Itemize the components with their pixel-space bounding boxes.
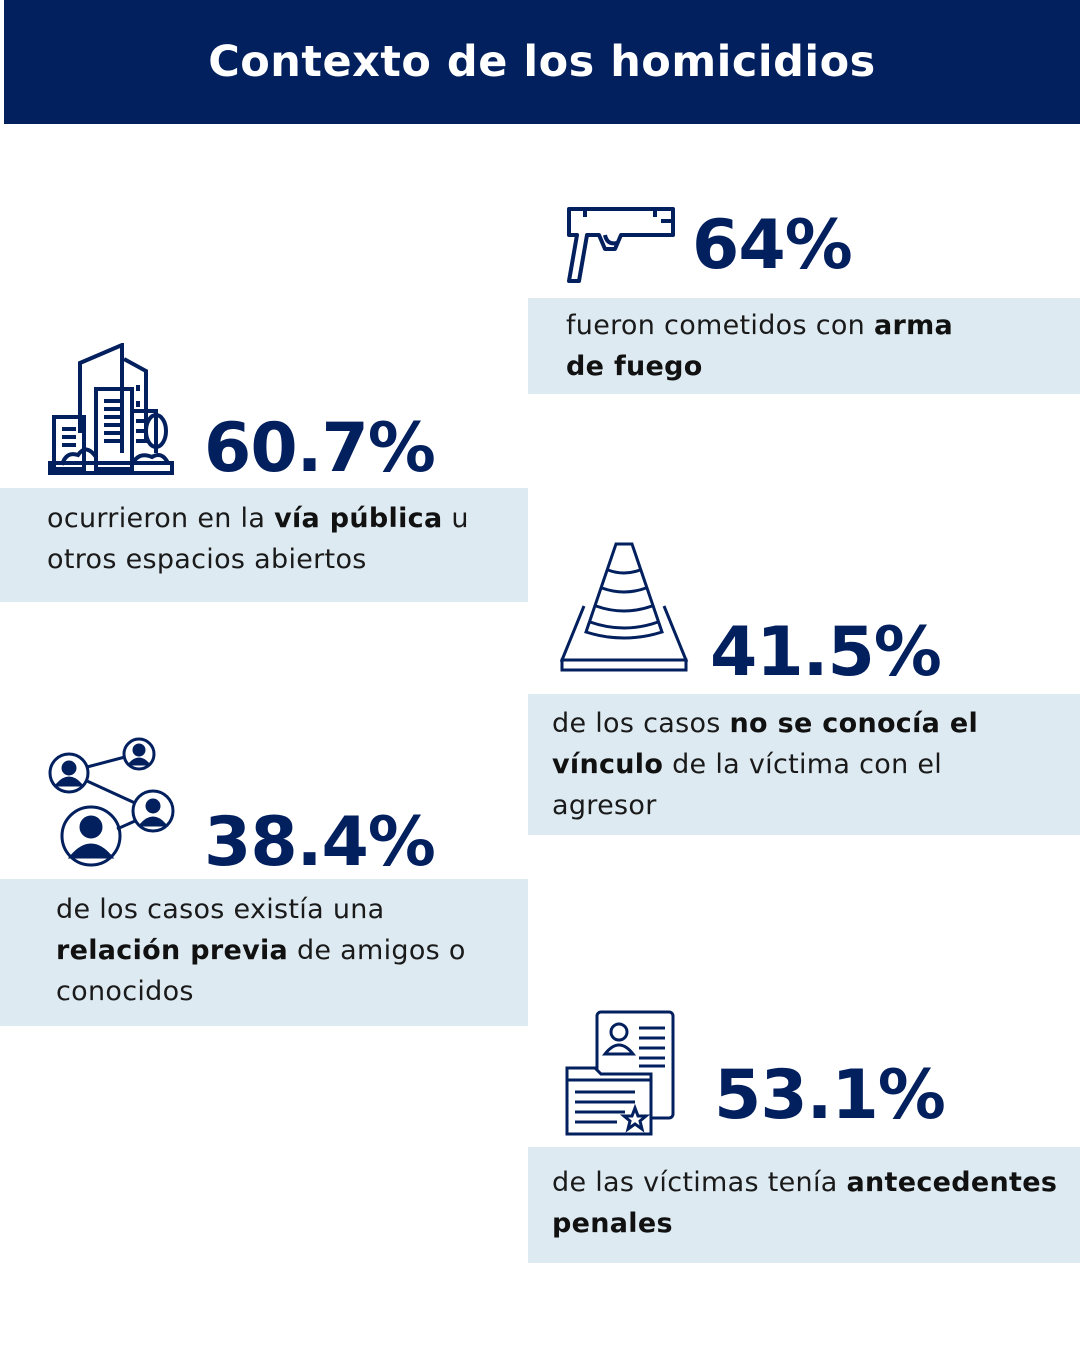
stat-text-firearm: fueron cometidos con arma de fuego <box>566 310 954 382</box>
pistol-icon <box>565 205 677 287</box>
network-people-icon <box>47 737 179 867</box>
stat-box-public-space <box>0 488 528 602</box>
stat-box-prior-relation <box>0 879 528 1026</box>
stat-value-prior-relation: 38.4% <box>204 803 436 882</box>
stat-text-prior-relation: de los casos existía una relación previa … <box>56 894 466 1007</box>
header-banner: Contexto de los homicidios <box>4 0 1080 124</box>
stat-text-criminal-record: de las víctimas tenía antecedentes penale… <box>552 1167 1058 1239</box>
stat-text-unknown-link: de los casos no se conocía el vínculo de … <box>552 708 979 821</box>
stat-value-unknown-link: 41.5% <box>710 613 942 692</box>
stat-text-public-space: ocurrieron en la vía pública u otros espa… <box>47 503 469 575</box>
stat-box-firearm <box>528 298 1080 394</box>
stat-value-public-space: 60.7% <box>204 409 436 488</box>
stat-value-criminal-record: 53.1% <box>714 1056 946 1135</box>
criminal-record-document-icon <box>565 1010 677 1138</box>
city-buildings-icon <box>48 343 174 475</box>
page-title: Contexto de los homicidios <box>208 37 876 87</box>
stat-box-criminal-record <box>528 1147 1080 1263</box>
stat-value-firearm: 64% <box>692 206 853 285</box>
stat-box-unknown-link <box>528 694 1080 835</box>
traffic-cone-icon <box>560 540 690 674</box>
